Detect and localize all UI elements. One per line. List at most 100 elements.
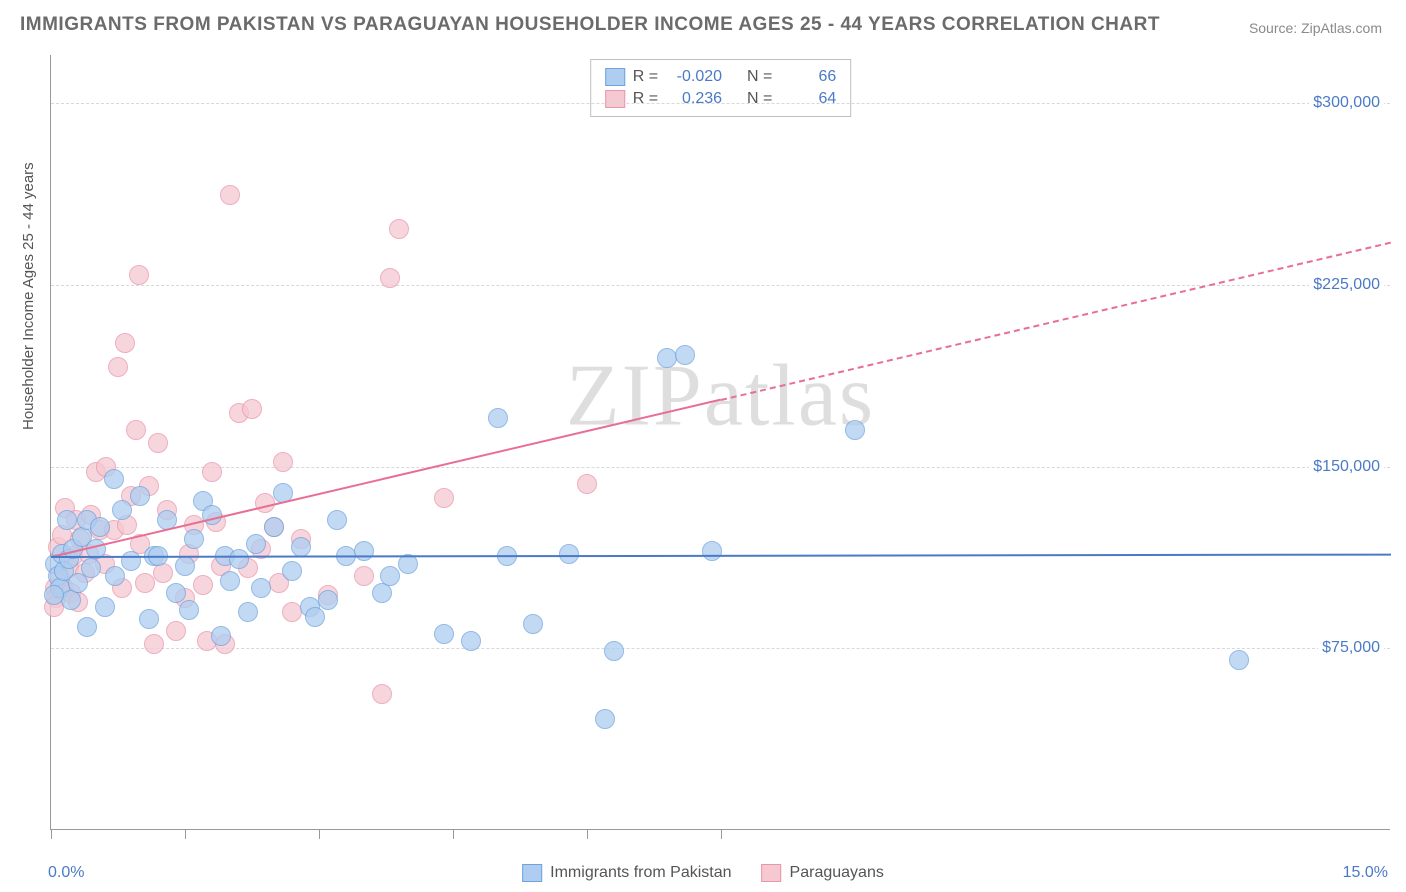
series-b-point <box>108 357 128 377</box>
series-b-point <box>129 265 149 285</box>
series-a-point <box>229 549 249 569</box>
stat-n-b: 64 <box>780 88 836 110</box>
series-a-point <box>354 541 374 561</box>
series-b-point <box>273 452 293 472</box>
stat-n-a: 66 <box>780 66 836 88</box>
series-a-point <box>246 534 266 554</box>
series-a-point <box>77 617 97 637</box>
gridline <box>51 467 1390 468</box>
series-a-point <box>291 537 311 557</box>
legend-stats: R = -0.020 N = 66 R = 0.236 N = 64 <box>590 59 852 117</box>
y-tick-label: $225,000 <box>1309 276 1384 294</box>
series-a-point <box>380 566 400 586</box>
series-a-point <box>282 561 302 581</box>
series-a-point <box>179 600 199 620</box>
legend-item-a: Immigrants from Pakistan <box>522 864 731 882</box>
y-tick-label: $150,000 <box>1309 458 1384 476</box>
series-a-point <box>845 420 865 440</box>
series-a-point <box>264 517 284 537</box>
series-a-point <box>318 590 338 610</box>
series-a-point <box>202 505 222 525</box>
y-axis-title: Householder Income Ages 25 - 44 years <box>20 162 37 430</box>
stat-n-label: N = <box>747 88 772 110</box>
x-tick <box>319 829 320 839</box>
stat-r-label: R = <box>633 66 658 88</box>
gridline <box>51 648 1390 649</box>
series-a-point <box>604 641 624 661</box>
swatch-b-bottom <box>762 864 782 882</box>
series-a-point <box>251 578 271 598</box>
series-a-point <box>238 602 258 622</box>
series-b-point <box>389 219 409 239</box>
source-label: Source: ZipAtlas.com <box>1249 20 1382 36</box>
x-tick <box>587 829 588 839</box>
series-a-point <box>675 345 695 365</box>
x-label-min: 0.0% <box>48 864 84 882</box>
series-a-point <box>112 500 132 520</box>
series-a-point <box>305 607 325 627</box>
y-tick-label: $300,000 <box>1309 94 1384 112</box>
legend-series: Immigrants from Pakistan Paraguayans <box>522 864 884 882</box>
series-a-point <box>81 558 101 578</box>
series-a-point <box>657 348 677 368</box>
stat-n-label: N = <box>747 66 772 88</box>
series-b-trend <box>721 242 1391 401</box>
x-tick <box>721 829 722 839</box>
series-a-point <box>434 624 454 644</box>
x-tick <box>453 829 454 839</box>
legend-row-b: R = 0.236 N = 64 <box>605 88 837 110</box>
stat-r-a: -0.020 <box>666 66 722 88</box>
series-b-point <box>115 333 135 353</box>
series-a-point <box>559 544 579 564</box>
stat-r-label: R = <box>633 88 658 110</box>
series-a-point <box>327 510 347 530</box>
series-a-point <box>488 408 508 428</box>
series-a-point <box>220 571 240 591</box>
series-a-point <box>121 551 141 571</box>
swatch-b <box>605 90 625 108</box>
series-b-point <box>380 268 400 288</box>
stat-r-b: 0.236 <box>666 88 722 110</box>
legend-item-b: Paraguayans <box>762 864 884 882</box>
series-a-point <box>104 469 124 489</box>
series-a-point <box>166 583 186 603</box>
series-a-point <box>595 709 615 729</box>
series-a-name: Immigrants from Pakistan <box>550 864 731 882</box>
swatch-a-bottom <box>522 864 542 882</box>
series-a-point <box>90 517 110 537</box>
watermark: ZIPatlas <box>566 345 875 446</box>
series-a-point <box>139 609 159 629</box>
swatch-a <box>605 68 625 86</box>
x-tick <box>51 829 52 839</box>
series-b-point <box>372 684 392 704</box>
y-tick-label: $75,000 <box>1318 639 1384 657</box>
series-b-point <box>202 462 222 482</box>
series-b-point <box>354 566 374 586</box>
series-b-point <box>126 420 146 440</box>
series-a-point <box>105 566 125 586</box>
series-a-point <box>175 556 195 576</box>
x-tick <box>185 829 186 839</box>
gridline <box>51 285 1390 286</box>
series-b-point <box>193 575 213 595</box>
series-b-point <box>153 563 173 583</box>
chart-title: IMMIGRANTS FROM PAKISTAN VS PARAGUAYAN H… <box>20 14 1160 36</box>
series-b-point <box>144 634 164 654</box>
legend-row-a: R = -0.020 N = 66 <box>605 66 837 88</box>
series-b-point <box>577 474 597 494</box>
series-b-point <box>148 433 168 453</box>
series-b-name: Paraguayans <box>790 864 884 882</box>
series-b-point <box>220 185 240 205</box>
series-a-point <box>44 585 64 605</box>
gridline <box>51 103 1390 104</box>
series-a-point <box>130 486 150 506</box>
series-a-point <box>57 510 77 530</box>
series-a-point <box>211 626 231 646</box>
series-a-point <box>95 597 115 617</box>
series-a-point <box>184 529 204 549</box>
series-b-point <box>434 488 454 508</box>
series-b-point <box>242 399 262 419</box>
series-a-point <box>1229 650 1249 670</box>
series-a-point <box>461 631 481 651</box>
series-a-point <box>523 614 543 634</box>
